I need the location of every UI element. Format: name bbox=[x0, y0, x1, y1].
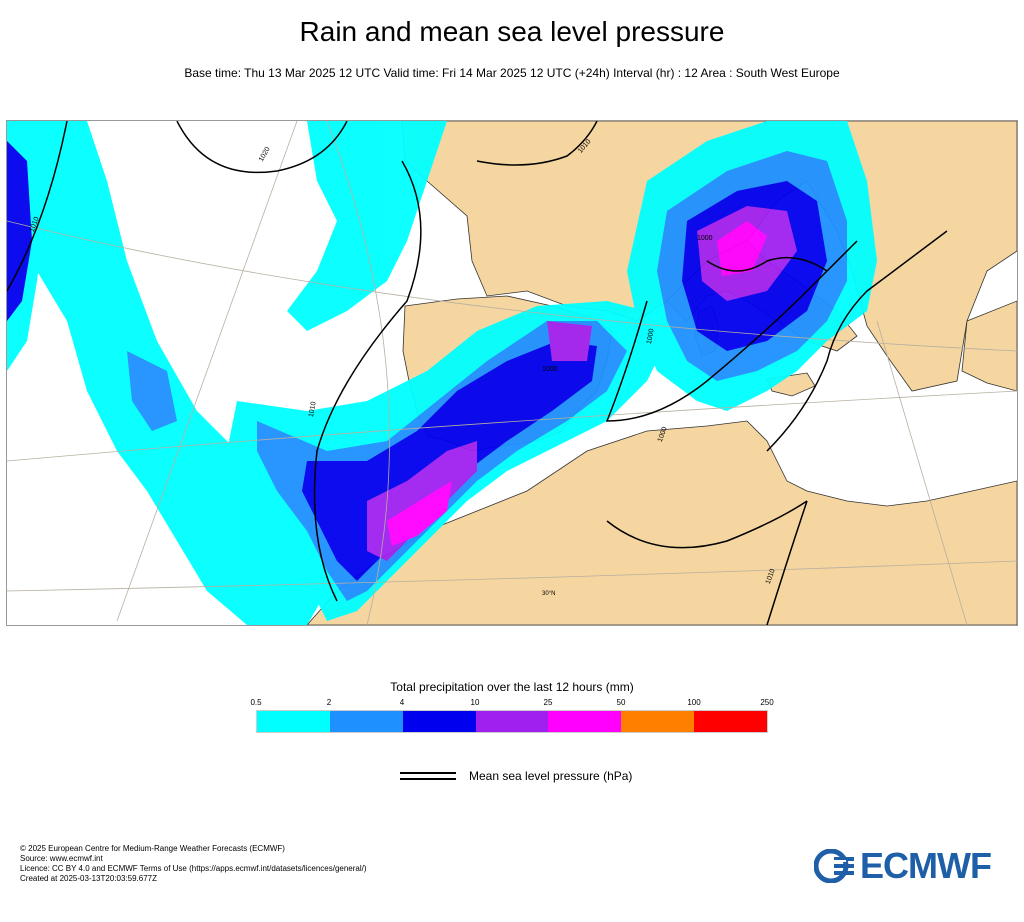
legend-swatch bbox=[257, 711, 330, 732]
legend-tick: 100 bbox=[687, 698, 701, 707]
legend-tick: 10 bbox=[470, 698, 480, 707]
footer-credits: © 2025 European Centre for Medium-Range … bbox=[20, 844, 367, 884]
created-line: Created at 2025-03-13T20:03:59.677Z bbox=[20, 874, 157, 883]
legend-tick: 25 bbox=[543, 698, 553, 707]
licence-line: Licence: CC BY 4.0 and ECMWF Terms of Us… bbox=[20, 864, 367, 873]
legend-swatch bbox=[694, 711, 768, 732]
isobar-label-1000-iberia: 1000 bbox=[542, 366, 558, 373]
legend-swatch bbox=[548, 711, 622, 732]
graticule bbox=[7, 121, 1017, 625]
map-labels: 1010 bbox=[7, 121, 1017, 625]
isobars bbox=[7, 121, 948, 625]
pressure-line-sample bbox=[400, 772, 456, 780]
ecmwf-logo-mark-icon bbox=[814, 849, 854, 883]
map-canvas bbox=[7, 121, 1017, 625]
legend-title: Total precipitation over the last 12 hou… bbox=[390, 680, 634, 694]
legend-color-bar bbox=[256, 710, 768, 733]
pressure-legend-label: Mean sea level pressure (hPa) bbox=[469, 769, 633, 783]
legend-swatch bbox=[402, 711, 476, 732]
source-line: Source: www.ecmwf.int bbox=[20, 854, 103, 863]
pressure-legend: Mean sea level pressure (hPa) bbox=[400, 766, 632, 786]
legend-tick: 0.5 bbox=[250, 698, 262, 707]
legend-tick: 2 bbox=[326, 698, 332, 707]
legend-tick: 50 bbox=[616, 698, 626, 707]
legend-swatch bbox=[621, 711, 695, 732]
legend-tick: 250 bbox=[760, 698, 774, 707]
legend-swatch bbox=[475, 711, 549, 732]
legend-tick: 4 bbox=[399, 698, 405, 707]
ecmwf-logo-text: ECMWF bbox=[860, 845, 992, 886]
copyright-line: © 2025 European Centre for Medium-Range … bbox=[20, 844, 285, 853]
chart-subtitle: Base time: Thu 13 Mar 2025 12 UTC Valid … bbox=[184, 66, 840, 80]
legend-swatch bbox=[329, 711, 403, 732]
latitude-label: 30°N bbox=[542, 591, 556, 597]
weather-map: 1010 1020 1010 1010 1000 1000 1000 1010 … bbox=[6, 120, 1018, 626]
chart-title: Rain and mean sea level pressure bbox=[299, 16, 725, 47]
ecmwf-logo: ECMWF bbox=[814, 845, 992, 887]
isobar-label-1000-italy: 1000 bbox=[697, 235, 713, 242]
